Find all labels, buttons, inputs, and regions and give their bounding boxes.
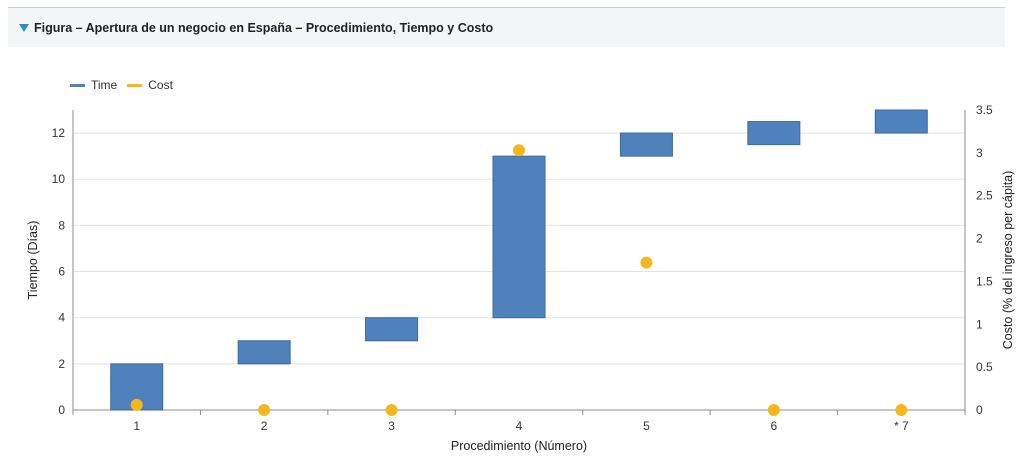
y2-tick-label: 2.5 <box>976 189 993 203</box>
time-bar <box>619 132 673 157</box>
x-axis-title: Procedimiento (Número) <box>451 439 587 453</box>
x-tick-label: 3 <box>388 419 395 433</box>
time-bar <box>874 109 928 134</box>
y-tick-label: 4 <box>58 311 65 325</box>
x-tick-label: 4 <box>516 419 523 433</box>
figure-header[interactable]: Figura – Apertura de un negocio en Españ… <box>8 7 1005 47</box>
figure-title: Figura – Apertura de un negocio en Españ… <box>34 20 494 35</box>
legend-label-time: Time <box>91 78 118 92</box>
legend-item-time[interactable]: Time <box>70 78 117 92</box>
cost-point <box>895 404 908 416</box>
y-tick-label: 0 <box>58 403 65 417</box>
y2-tick-label: 3 <box>976 146 983 160</box>
cost-point <box>130 398 143 411</box>
cost-point <box>258 404 271 416</box>
y-axis-title: Tiempo (Días) <box>26 221 40 300</box>
x-tick-label: * 7 <box>894 419 909 433</box>
legend-label-cost: Cost <box>148 78 173 92</box>
time-bar <box>237 340 291 365</box>
time-bar <box>747 121 801 146</box>
time-bar <box>492 155 546 319</box>
collapse-triangle-icon[interactable] <box>19 23 29 32</box>
x-tick-label: 1 <box>133 419 140 433</box>
x-tick-label: 5 <box>643 419 650 433</box>
y-tick-label: 6 <box>58 265 65 279</box>
cost-point <box>767 404 780 416</box>
y2-tick-label: 1.5 <box>976 274 993 288</box>
y-tick-label: 10 <box>52 172 66 186</box>
y2-tick-label: 2 <box>976 232 983 246</box>
y2-tick-label: 1 <box>976 317 983 331</box>
x-tick-label: 2 <box>261 419 268 433</box>
y2-tick-label: 0.5 <box>976 360 993 374</box>
legend-item-cost[interactable]: Cost <box>127 78 173 92</box>
cost-point <box>640 256 653 269</box>
x-tick-label: 6 <box>771 419 778 433</box>
time-bar <box>365 317 419 342</box>
legend-swatch-time <box>70 83 85 87</box>
y2-tick-label: 0 <box>976 403 983 417</box>
cost-point <box>385 404 398 416</box>
cost-point <box>513 144 525 157</box>
y-tick-label: 8 <box>58 218 65 232</box>
y2-axis-title: Costo (% del ingreso per cápita) <box>1001 171 1015 350</box>
y-tick-label: 12 <box>52 126 66 140</box>
legend-swatch-cost <box>127 83 143 87</box>
chart-legend: Time Cost <box>70 78 183 92</box>
y-tick-label: 2 <box>58 357 65 371</box>
y2-tick-label: 3.5 <box>976 103 993 117</box>
